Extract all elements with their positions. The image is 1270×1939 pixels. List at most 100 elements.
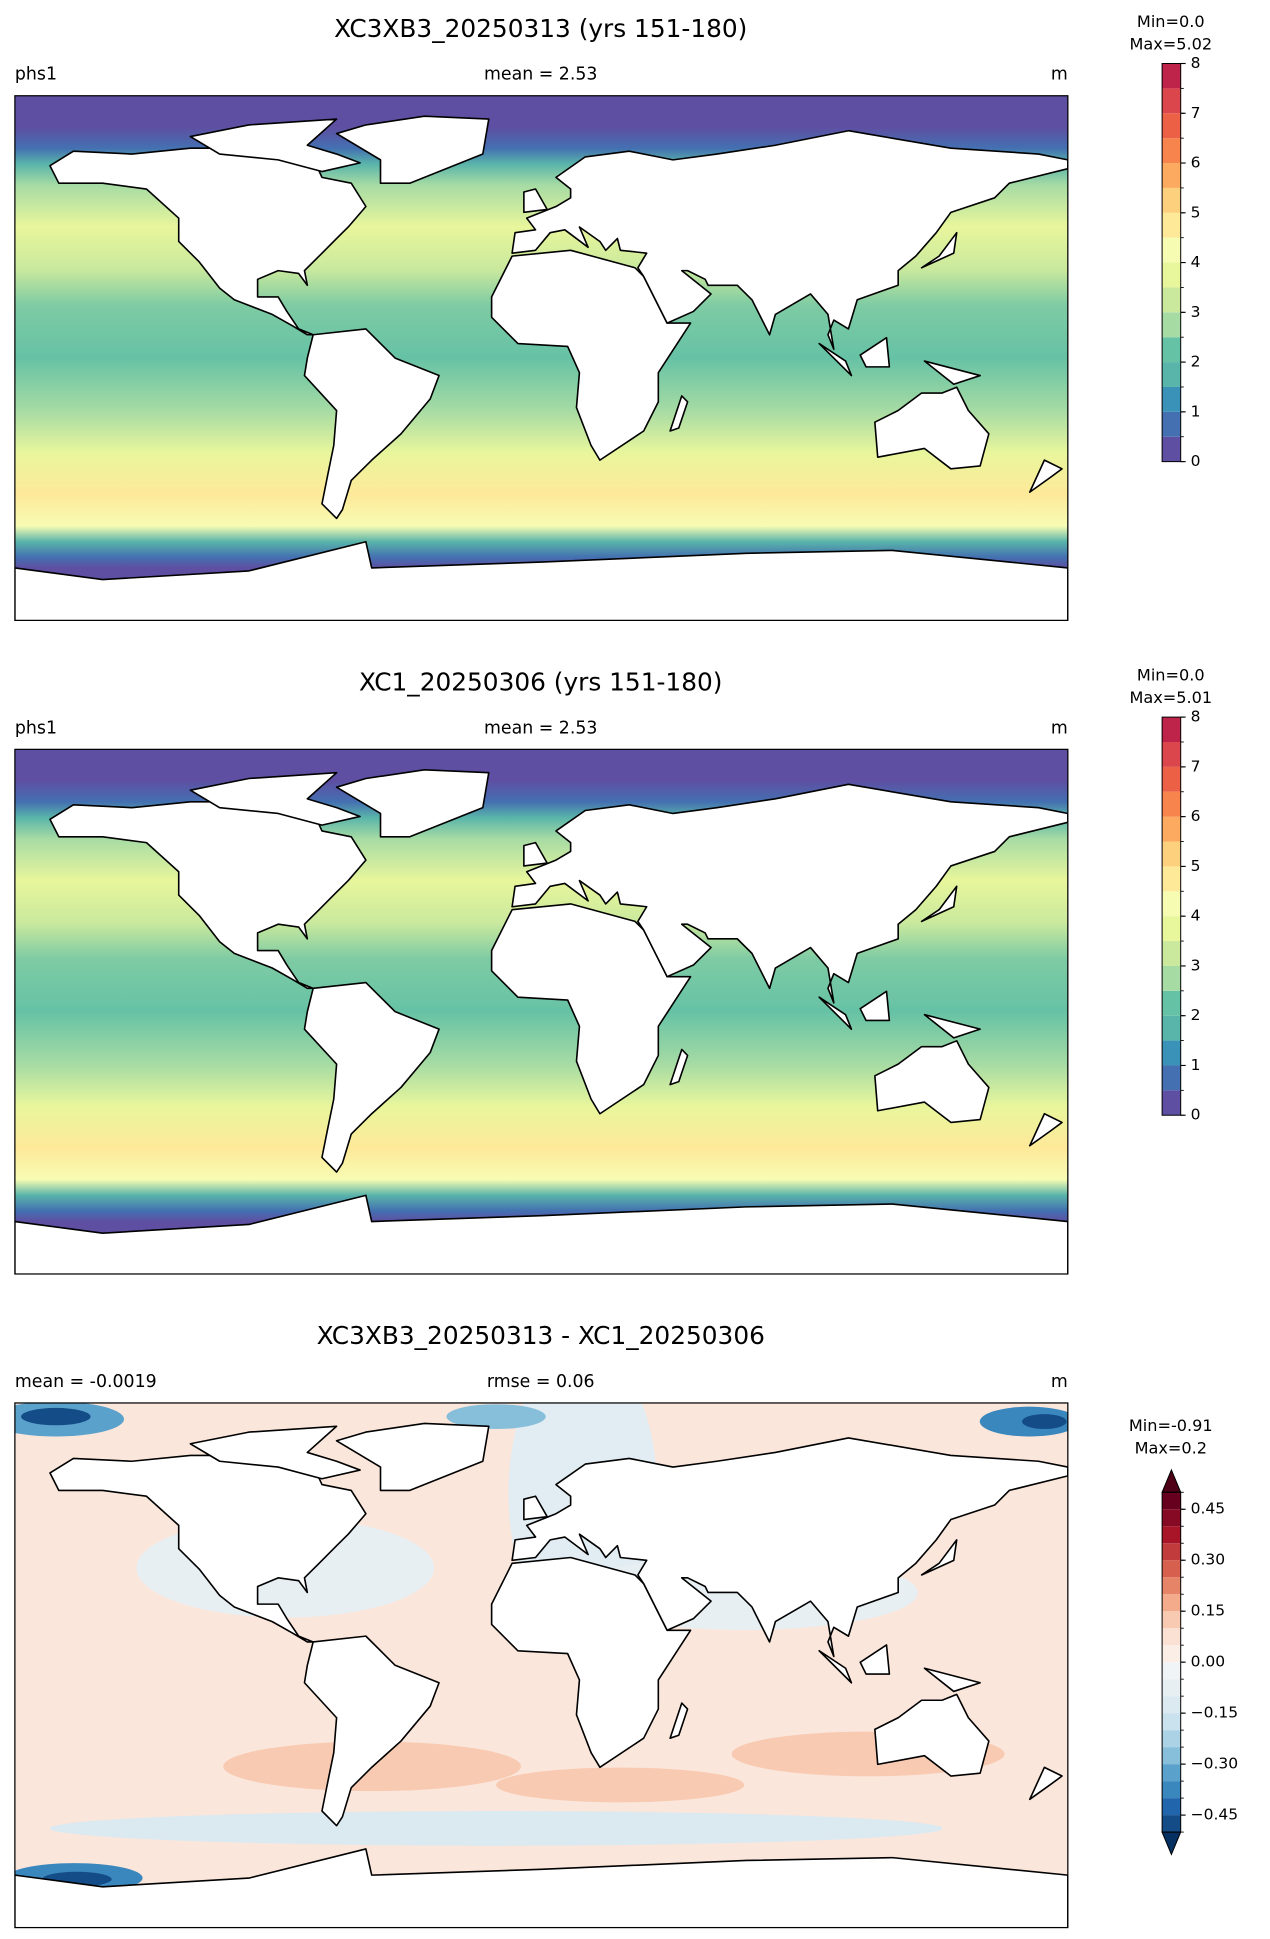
colorbar-band [1162,1065,1181,1091]
land [859,1644,891,1675]
max-label: Max=5.02 [1129,34,1212,53]
center-label: rmse = 0.06 [487,1372,595,1392]
colorbar-band [1162,1645,1181,1663]
colorbar-band [1162,1492,1181,1510]
colorbar-band [1162,1543,1181,1561]
colorbar-band [1162,941,1181,966]
panel: XC1_20250306 (yrs 151-180) phs1 mean = 2.5… [14,666,1212,1275]
colorbar-band [1162,1015,1181,1041]
colorbar-band [1162,113,1181,139]
map [14,1402,1068,1928]
colorbar-band [1162,88,1181,114]
colorbar-band [1162,1090,1181,1116]
colorbar-band [1162,1781,1181,1799]
colorbar-tick-label: 0.15 [1191,1602,1226,1620]
colorbar-band [1162,1696,1181,1714]
colorbar-band [1162,965,1181,991]
colorbar-tick-label: 5 [1191,203,1201,221]
colorbar-band [1162,337,1181,363]
anomaly-patch [49,1810,943,1846]
land [523,188,548,214]
colorbar-band [1162,63,1181,89]
colorbar-band [1162,816,1181,842]
colorbar-band [1162,1577,1181,1595]
colorbar-tick-label: 1 [1191,1056,1201,1074]
colorbar-band [1162,1747,1181,1765]
land [818,996,853,1030]
colorbar-band [1162,891,1181,917]
map [14,95,1068,621]
unit-label: m [1051,718,1068,738]
land [303,328,440,520]
colorbar-band [1162,287,1181,313]
land [511,1437,1068,1658]
unit-label: m [1051,1372,1068,1392]
land [874,1040,990,1124]
colorbar-band [1162,138,1181,164]
colorbar-band [1162,766,1181,792]
anomaly-patch [1021,1414,1067,1430]
colorbar-band [1162,990,1181,1016]
land [335,769,490,838]
land [818,1649,853,1684]
land [923,1013,981,1039]
colorbar-tick-label: 3 [1191,303,1201,321]
anomaly-patch [496,1767,745,1803]
colorbar-extend-under [1161,1831,1182,1856]
colorbar-tick-label: 7 [1191,757,1201,775]
colorbar-band [1162,1798,1181,1816]
colorbar-band [1162,1040,1181,1066]
land [818,342,853,377]
land [1028,1112,1063,1147]
land [303,981,440,1173]
left-label: phs1 [15,718,57,738]
map [14,749,1068,1274]
colorbar-band [1162,791,1181,817]
land [669,1702,689,1740]
land [189,118,361,173]
land [874,1693,990,1777]
colorbar-tick-label: 3 [1191,956,1201,974]
colorbar-tick-label: 1 [1191,402,1201,420]
colorbar-band [1162,866,1181,892]
colorbar-tick-label: 2 [1191,1006,1201,1024]
colorbar-band [1162,362,1181,387]
max-label: Max=5.01 [1129,688,1212,707]
land [303,1635,440,1827]
colorbar-tick-label: 0.00 [1191,1653,1226,1671]
colorbar-tick-label: 4 [1191,907,1201,925]
colorbar-tick-label: −0.45 [1191,1806,1239,1824]
land [14,540,1068,621]
colorbar-extend-over [1161,1468,1182,1493]
min-label: Min=0.0 [1137,666,1205,685]
colorbar-tick-label: 8 [1191,54,1201,72]
colorbar-band [1162,1594,1181,1612]
max-label: Max=0.2 [1135,1438,1207,1457]
map-frame [14,1402,1069,1929]
colorbar-tick-label: 6 [1191,807,1201,825]
colorbar-band [1162,1526,1181,1544]
colorbar-band [1162,1679,1181,1697]
colorbar-band [1162,262,1181,288]
colorbar-tick-label: 0.30 [1191,1551,1226,1569]
colorbar-band [1162,187,1181,213]
land [859,990,891,1022]
colorbar-band [1162,1628,1181,1646]
panel-title: XC1_20250306 (yrs 151-180) [359,668,722,697]
colorbar-band [1162,312,1181,338]
anomaly-patch [446,1404,546,1430]
land [335,115,490,184]
land [1028,1766,1063,1801]
colorbar-tick-label: 8 [1191,708,1201,726]
land [523,841,548,867]
land [189,771,361,826]
colorbar-tick-label: 0 [1191,452,1201,470]
land [920,231,958,269]
panel-title: XC3XB3_20250313 - XC1_20250306 [317,1321,765,1350]
colorbar-tick-label: 0 [1191,1106,1201,1124]
colorbar-band [1162,1560,1181,1578]
center-label: mean = 2.53 [484,65,597,85]
